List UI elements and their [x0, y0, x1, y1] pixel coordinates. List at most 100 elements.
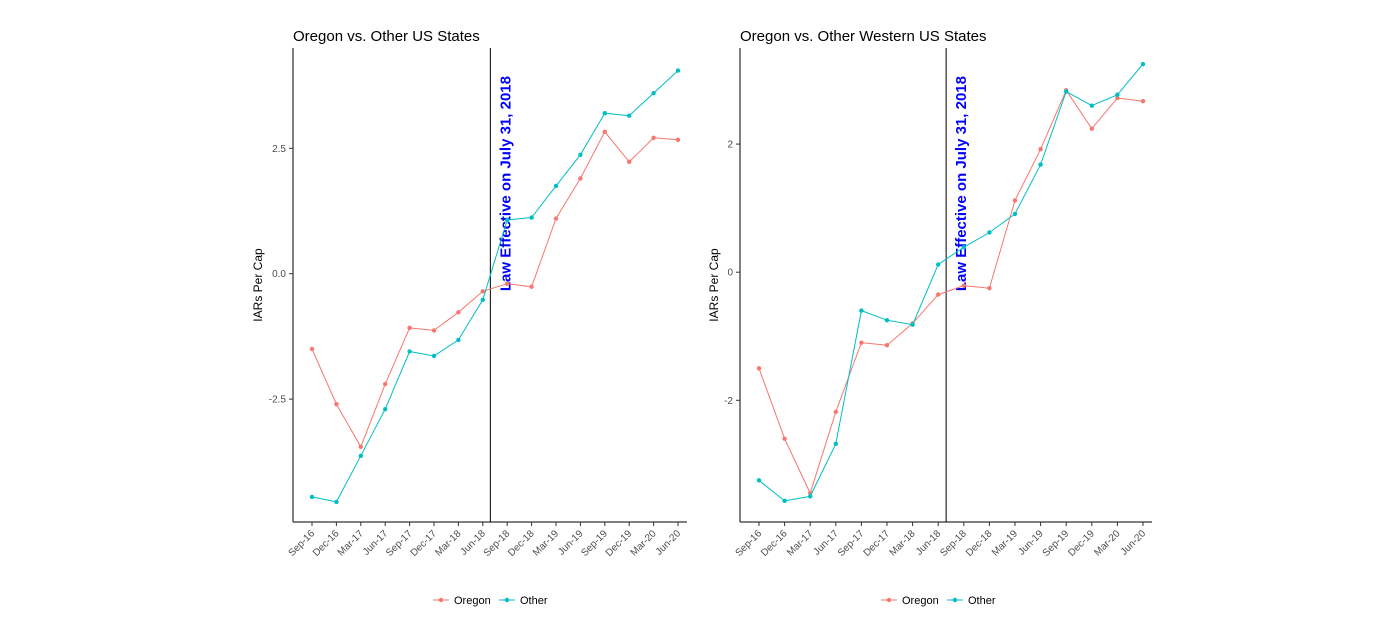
- data-point-other: [936, 262, 941, 267]
- data-point-other: [1038, 162, 1043, 167]
- legend-label: Other: [520, 595, 548, 607]
- data-point-oregon: [553, 216, 559, 221]
- data-point-other: [456, 337, 461, 343]
- data-point-other: [407, 349, 412, 354]
- series-line-oregon: [311, 130, 679, 448]
- x-tick-label: Mar-19: [990, 528, 1020, 558]
- data-point-oregon: [651, 135, 656, 140]
- data-point-other: [651, 90, 656, 96]
- x-tick-label: Dec-18: [964, 528, 995, 559]
- y-axis-label: IARs Per Cap: [707, 248, 721, 322]
- data-point-oregon: [782, 436, 787, 441]
- legend-item-oregon: Oregon: [433, 595, 491, 607]
- x-tick-label: Mar-20: [629, 528, 659, 558]
- law-effective-annotation: Law Effective on July 31, 2018: [497, 76, 514, 291]
- data-point-oregon: [431, 328, 437, 333]
- data-point-other: [480, 297, 485, 302]
- x-tick-label: Dec-17: [862, 528, 893, 559]
- data-point-other: [529, 215, 534, 220]
- x-tick-label: Sep-19: [1041, 528, 1072, 559]
- data-point-oregon: [578, 176, 583, 181]
- data-point-other: [1140, 61, 1146, 67]
- x-tick-label: Sep-16: [734, 528, 765, 559]
- data-point-other: [578, 152, 583, 158]
- x-tick-label: Dec-19: [1066, 528, 1097, 559]
- data-point-other: [1064, 89, 1069, 94]
- data-point-other: [782, 498, 787, 504]
- y-tick-label: -2: [724, 396, 733, 407]
- x-tick-label: Mar-18: [888, 528, 918, 558]
- data-point-oregon: [936, 292, 941, 297]
- data-point-other: [756, 478, 762, 483]
- series-line-other: [758, 63, 1144, 502]
- data-point-other: [505, 217, 510, 223]
- y-tick-label: -2.5: [269, 395, 287, 406]
- data-point-oregon: [529, 284, 534, 289]
- data-point-other: [961, 245, 966, 250]
- x-tick-label: Mar-19: [531, 528, 561, 558]
- data-point-oregon: [505, 281, 510, 286]
- y-tick-label: 2.5: [272, 144, 286, 155]
- chart-title: Oregon vs. Other US States: [293, 28, 480, 45]
- data-point-other: [1115, 92, 1120, 97]
- x-tick-label: Dec-17: [409, 528, 440, 559]
- x-tick-label: Sep-17: [836, 528, 867, 559]
- data-point-other: [1012, 211, 1018, 217]
- x-tick-label: Dec-18: [506, 528, 537, 559]
- data-point-oregon: [961, 283, 966, 288]
- data-point-oregon: [675, 137, 681, 142]
- data-point-other: [910, 322, 915, 327]
- data-point-other: [833, 441, 838, 447]
- legend-key-point: [438, 597, 444, 603]
- y-tick-label: 0.0: [272, 269, 286, 280]
- y-tick-label: 2: [727, 140, 733, 151]
- x-tick-label: Mar-20: [1092, 528, 1122, 558]
- data-point-other: [383, 406, 388, 412]
- x-tick-label: Dec-19: [604, 528, 635, 559]
- x-tick-label: Mar-18: [433, 528, 463, 558]
- data-point-oregon: [884, 343, 890, 348]
- law-effective-annotation: Law Effective on July 31, 2018: [953, 76, 970, 291]
- legend-key-point: [952, 597, 958, 603]
- chart-title: Oregon vs. Other Western US States: [740, 28, 987, 45]
- data-point-oregon: [1140, 98, 1146, 104]
- series-line-oregon: [758, 89, 1144, 495]
- data-point-other: [334, 499, 339, 505]
- y-tick-label: 0: [727, 268, 733, 279]
- data-point-other: [602, 111, 607, 116]
- data-point-oregon: [407, 325, 412, 331]
- data-point-oregon: [1038, 147, 1043, 152]
- data-point-oregon: [859, 340, 864, 345]
- data-point-oregon: [309, 346, 315, 352]
- data-point-oregon: [480, 289, 485, 294]
- data-point-oregon: [756, 366, 762, 371]
- series-line-other: [311, 70, 679, 503]
- data-point-other: [627, 113, 632, 118]
- legend-item-other: Other: [947, 595, 996, 607]
- data-point-oregon: [383, 381, 388, 387]
- data-point-oregon: [627, 159, 632, 165]
- legend-label: Other: [968, 595, 996, 607]
- data-point-other: [987, 230, 992, 235]
- data-point-oregon: [456, 310, 461, 315]
- data-point-other: [1089, 103, 1095, 108]
- legend-item-other: Other: [499, 595, 548, 607]
- y-axis-label: IARs Per Cap: [251, 248, 265, 322]
- x-tick-label: Mar-17: [336, 528, 366, 558]
- data-point-oregon: [833, 409, 838, 415]
- legend-item-oregon: Oregon: [881, 595, 939, 607]
- data-point-other: [309, 494, 315, 500]
- data-point-oregon: [1115, 95, 1120, 101]
- data-point-oregon: [987, 286, 992, 291]
- x-tick-label: Jun-20: [1119, 528, 1149, 558]
- data-point-other: [675, 68, 681, 73]
- chart-panel-oregon-vs-us: Oregon vs. Other US States 2.5 0.0 -2.5 IARs…: [251, 28, 687, 607]
- data-point-other: [808, 494, 813, 499]
- data-point-other: [431, 353, 437, 359]
- data-point-oregon: [1012, 198, 1018, 203]
- data-point-other: [859, 308, 864, 313]
- chart-panel-oregon-vs-western: Oregon vs. Other Western US States 2 0 -2 IA…: [707, 28, 1152, 607]
- x-tick-label: Dec-16: [311, 528, 342, 559]
- x-tick-label: Sep-18: [938, 528, 969, 559]
